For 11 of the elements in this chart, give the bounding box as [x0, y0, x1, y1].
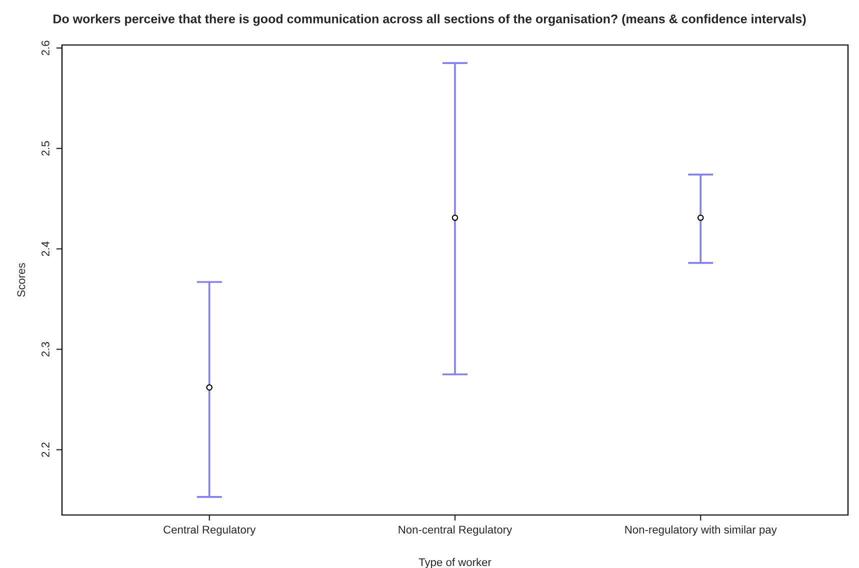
y-tick-label: 2.6: [42, 40, 50, 56]
y-tick-label: 2.2: [42, 442, 50, 457]
chart-title: Do workers perceive that there is good communication across all sections of the organisation? (means & confidence intervals): [54, 14, 806, 26]
x-axis-title: Type of worker: [418, 558, 492, 568]
x-tick-label: Central Regulatory: [164, 525, 256, 536]
x-tick-label: Non-central Regulatory: [398, 525, 512, 536]
y-tick-label: 2.3: [42, 342, 50, 356]
x-tick-label: Non-regulatory with similar pay: [625, 525, 777, 536]
y-tick-label: 2.5: [42, 141, 50, 156]
y-axis-title: Scores: [17, 263, 26, 297]
y-tick-label: 2.4: [42, 241, 50, 256]
